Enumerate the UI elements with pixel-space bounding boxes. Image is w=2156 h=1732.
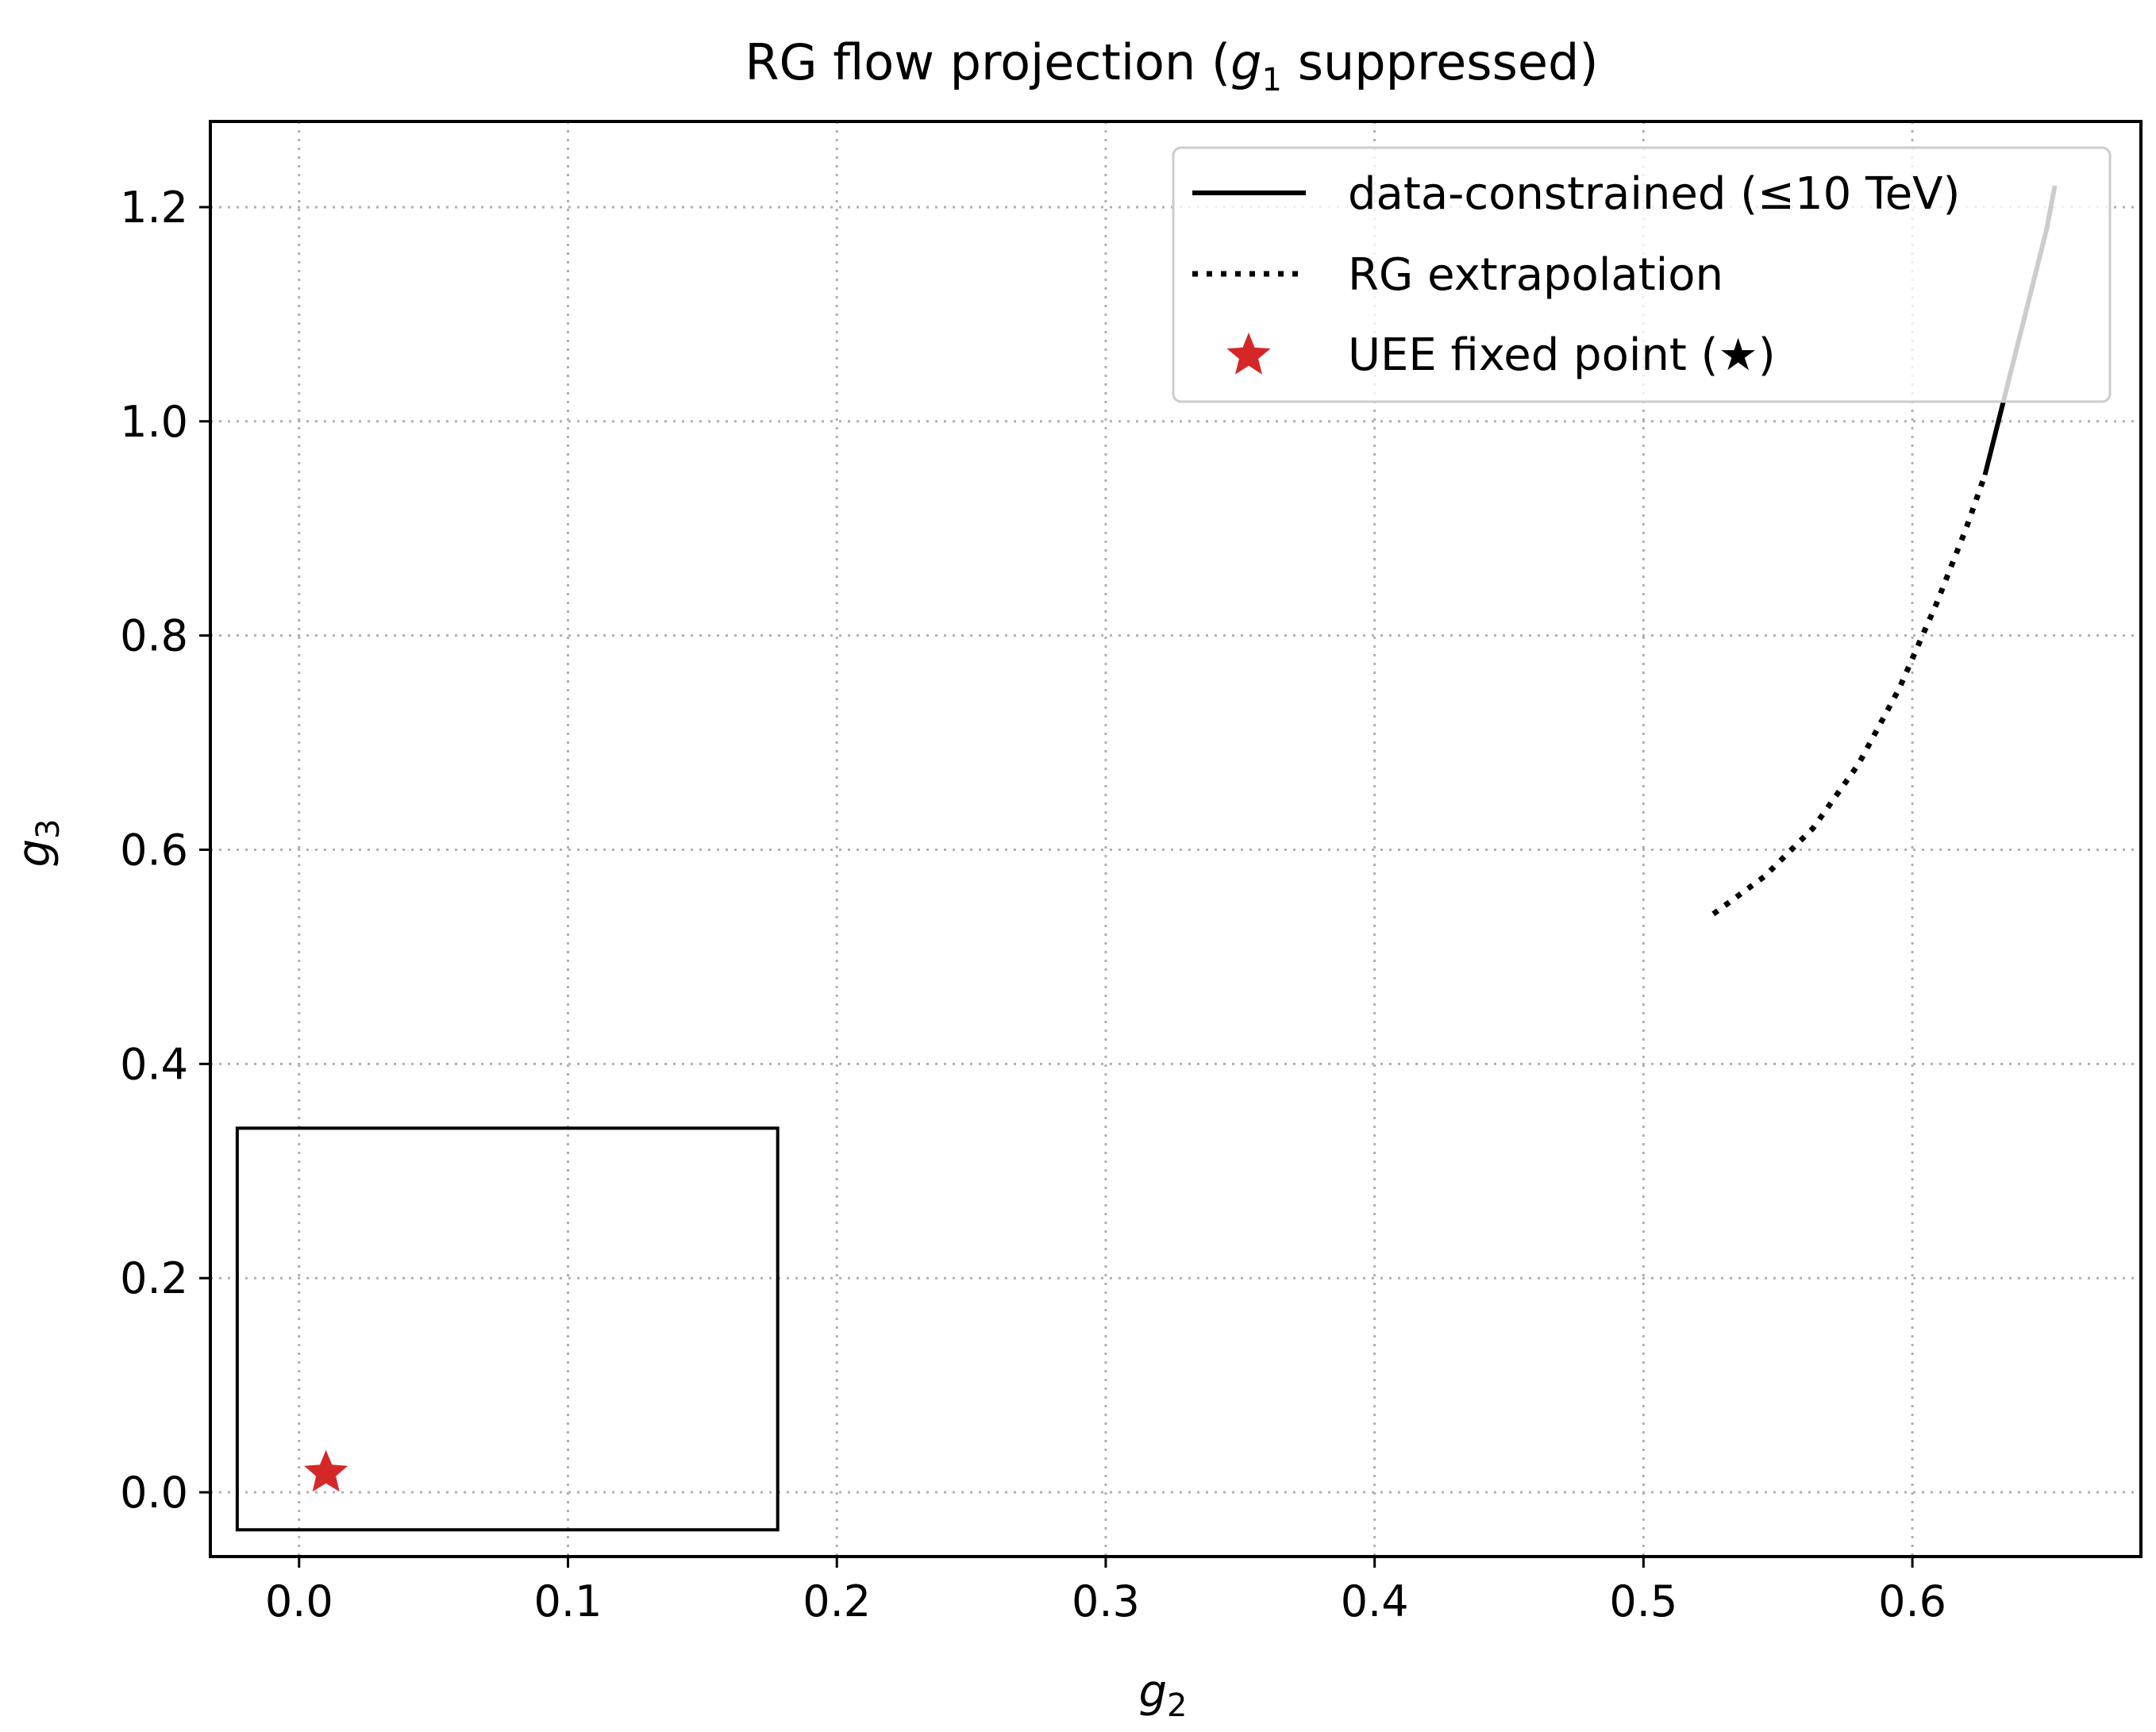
y-tick-label: 0.6	[120, 825, 188, 875]
y-tick-label: 0.2	[120, 1253, 188, 1303]
legend-label-uee-fixed-point: UEE fixed point (★)	[1348, 329, 1776, 381]
legend-label-data-constrained: data-constrained (≤10 TeV)	[1348, 168, 1960, 220]
x-tick-label: 0.4	[1341, 1576, 1409, 1626]
x-tick-label: 0.5	[1609, 1576, 1677, 1626]
x-axis-label: g2	[1139, 1666, 1188, 1724]
y-tick-label: 0.4	[120, 1039, 188, 1089]
y-tick-label: 1.2	[120, 183, 188, 233]
series-line-rg-extrapolation	[1711, 474, 1988, 917]
axis-ticks: 0.0 0.1 0.2 0.3 0.4 0.5 0.6 0.0 0.2 0.4 0.6 0.8 1.0 1…	[120, 183, 1946, 1626]
plot-frame	[209, 120, 2143, 1558]
legend-label-rg-extrapolation: RG extrapolation	[1348, 249, 1723, 301]
legend: data-constrained (≤10 TeV) RG extrapolat…	[1172, 146, 2112, 403]
y-axis-label: g3	[9, 819, 67, 868]
y-tick-label: 0.8	[120, 611, 188, 661]
chart-title: RG flow projection (g1 suppressed)	[745, 33, 1598, 98]
inset-box	[235, 1126, 780, 1532]
grid-lines	[210, 121, 2141, 1557]
x-tick-label: 0.6	[1878, 1576, 1946, 1626]
x-tick-label: 0.0	[265, 1576, 333, 1626]
x-tick-label: 0.1	[534, 1576, 603, 1626]
x-tick-label: 0.2	[803, 1576, 871, 1626]
y-tick-label: 0.0	[120, 1468, 188, 1518]
fixed-point-star-marker	[304, 1449, 348, 1492]
x-tick-label: 0.3	[1072, 1576, 1140, 1626]
legend-swatch-star	[1226, 333, 1271, 375]
legend-box	[1172, 146, 2112, 403]
y-tick-label: 1.0	[120, 397, 188, 447]
